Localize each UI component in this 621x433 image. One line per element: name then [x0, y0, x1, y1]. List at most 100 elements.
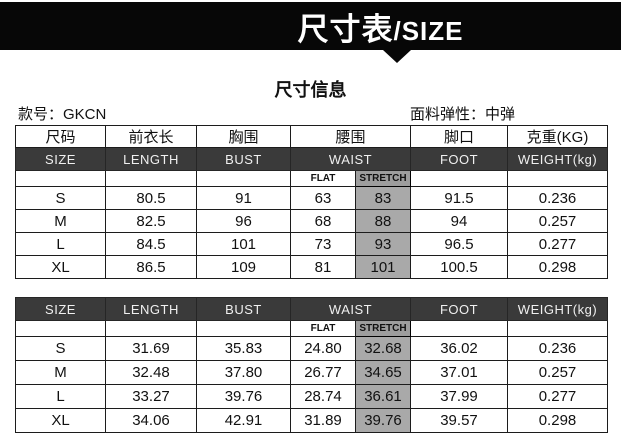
cell-bust: 42.91	[196, 408, 291, 433]
col-header: WAIST	[289, 147, 412, 171]
cell-weight: 0.236	[507, 336, 608, 361]
cell-waist-flat: 73	[290, 232, 356, 256]
cell-foot: 100.5	[410, 255, 509, 279]
col-header: 尺码	[15, 125, 106, 148]
cell-length: 80.5	[105, 186, 197, 210]
cell-size: M	[15, 209, 106, 233]
col-header: 克重(KG)	[507, 125, 609, 148]
size-table-cm: 尺码 前衣长 胸围 腰围 脚口 克重(KG) SIZE LENGTH BUST …	[15, 125, 609, 279]
cell-bust: 101	[196, 232, 291, 256]
cell-waist-flat: 31.89	[290, 408, 356, 433]
cell-bust: 91	[196, 186, 291, 210]
cell-bust: 109	[196, 255, 291, 279]
cell-bust: 35.83	[196, 336, 291, 361]
cell-length: 34.06	[105, 408, 197, 433]
subheader-stretch: STRETCH	[354, 170, 412, 187]
col-header: LENGTH	[105, 297, 197, 321]
cm-header-row-cn: 尺码 前衣长 胸围 腰围 脚口 克重(KG)	[15, 125, 609, 148]
col-header: 腰围	[289, 125, 412, 148]
cell-weight: 0.298	[507, 408, 608, 433]
cell-waist-stretch: 36.61	[355, 384, 411, 409]
cell-bust: 37.80	[196, 360, 291, 385]
cell-foot: 37.01	[410, 360, 508, 385]
cell-size: L	[15, 384, 106, 409]
cell-waist-stretch: 101	[354, 255, 412, 279]
cell-waist-stretch: 32.68	[355, 336, 411, 361]
cell-foot: 96.5	[410, 232, 509, 256]
table-row: XL 86.5 109 81 101 100.5 0.298	[15, 255, 609, 279]
cell-waist-flat: 24.80	[290, 336, 356, 361]
cell-weight: 0.277	[507, 232, 609, 256]
cell-size: L	[15, 232, 106, 256]
cell-length: 82.5	[105, 209, 197, 233]
col-header: BUST	[196, 147, 291, 171]
banner-title-en: /SIZE	[393, 15, 464, 46]
table-row: M 32.48 37.80 26.77 34.65 37.01 0.257	[15, 360, 608, 385]
banner-title: 尺寸表/SIZE	[297, 4, 463, 49]
cell-size: XL	[15, 255, 106, 279]
table-row: M 82.5 96 68 88 94 0.257	[15, 209, 609, 233]
cell-length: 33.27	[105, 384, 197, 409]
table-row: L 84.5 101 73 93 96.5 0.277	[15, 232, 609, 256]
table-row: S 31.69 35.83 24.80 32.68 36.02 0.236	[15, 336, 608, 361]
col-header: 胸围	[196, 125, 291, 148]
inch-header-row-en: SIZE LENGTH BUST WAIST FOOT WEIGHT(kg)	[15, 297, 608, 321]
cell-waist-stretch: 88	[354, 209, 412, 233]
cell-weight: 0.298	[507, 255, 609, 279]
cell-foot: 39.57	[410, 408, 508, 433]
table-row: XL 34.06 42.91 31.89 39.76 39.57 0.298	[15, 408, 608, 433]
cell-length: 32.48	[105, 360, 197, 385]
col-header: FOOT	[410, 147, 509, 171]
cell-waist-stretch: 39.76	[355, 408, 411, 433]
size-table-inch: SIZE LENGTH BUST WAIST FOOT WEIGHT(kg) F…	[15, 297, 608, 433]
cell-weight: 0.236	[507, 186, 609, 210]
section-heading: 尺寸信息	[274, 80, 347, 100]
cell-waist-flat: 26.77	[290, 360, 356, 385]
cell-waist-stretch: 93	[354, 232, 412, 256]
cell-waist-stretch: 34.65	[355, 360, 411, 385]
table-row: L 33.27 39.76 28.74 36.61 37.99 0.277	[15, 384, 608, 409]
cell-length: 84.5	[105, 232, 197, 256]
cell-foot: 91.5	[410, 186, 509, 210]
style-number-label: 款号：GKCN	[18, 106, 107, 123]
size-chart-banner: 尺寸表/SIZE	[0, 2, 621, 50]
cell-foot: 36.02	[410, 336, 508, 361]
cell-waist-flat: 28.74	[290, 384, 356, 409]
col-header: 前衣长	[105, 125, 197, 148]
inch-subheader-row: FLAT STRETCH	[15, 320, 608, 337]
col-header: FOOT	[410, 297, 508, 321]
col-header: SIZE	[15, 147, 106, 171]
col-header: BUST	[196, 297, 291, 321]
cell-bust: 96	[196, 209, 291, 233]
cell-size: XL	[15, 408, 106, 433]
subheader-flat: FLAT	[290, 170, 356, 187]
cell-foot: 37.99	[410, 384, 508, 409]
cell-size: S	[15, 186, 106, 210]
cell-foot: 94	[410, 209, 509, 233]
col-header: SIZE	[15, 297, 106, 321]
col-header: WAIST	[290, 297, 411, 321]
cell-size: M	[15, 360, 106, 385]
cell-waist-flat: 68	[290, 209, 356, 233]
cell-size: S	[15, 336, 106, 361]
banner-title-cn: 尺寸表	[297, 11, 394, 47]
banner-pointer-triangle	[383, 50, 411, 63]
cell-weight: 0.257	[507, 209, 609, 233]
col-header: WEIGHT(kg)	[507, 297, 608, 321]
cell-waist-flat: 63	[290, 186, 356, 210]
cm-subheader-row: FLAT STRETCH	[15, 170, 609, 187]
fabric-elasticity-label: 面料弹性：中弹	[410, 106, 516, 123]
cell-bust: 39.76	[196, 384, 291, 409]
col-header: LENGTH	[105, 147, 197, 171]
col-header: WEIGHT(kg)	[507, 147, 609, 171]
table-row: S 80.5 91 63 83 91.5 0.236	[15, 186, 609, 210]
cell-length: 86.5	[105, 255, 197, 279]
col-header: 脚口	[410, 125, 509, 148]
cell-weight: 0.277	[507, 384, 608, 409]
cell-length: 31.69	[105, 336, 197, 361]
cell-waist-stretch: 83	[354, 186, 412, 210]
subheader-flat: FLAT	[290, 320, 356, 337]
cm-header-row-en: SIZE LENGTH BUST WAIST FOOT WEIGHT(kg)	[15, 147, 609, 171]
cell-weight: 0.257	[507, 360, 608, 385]
cell-waist-flat: 81	[290, 255, 356, 279]
